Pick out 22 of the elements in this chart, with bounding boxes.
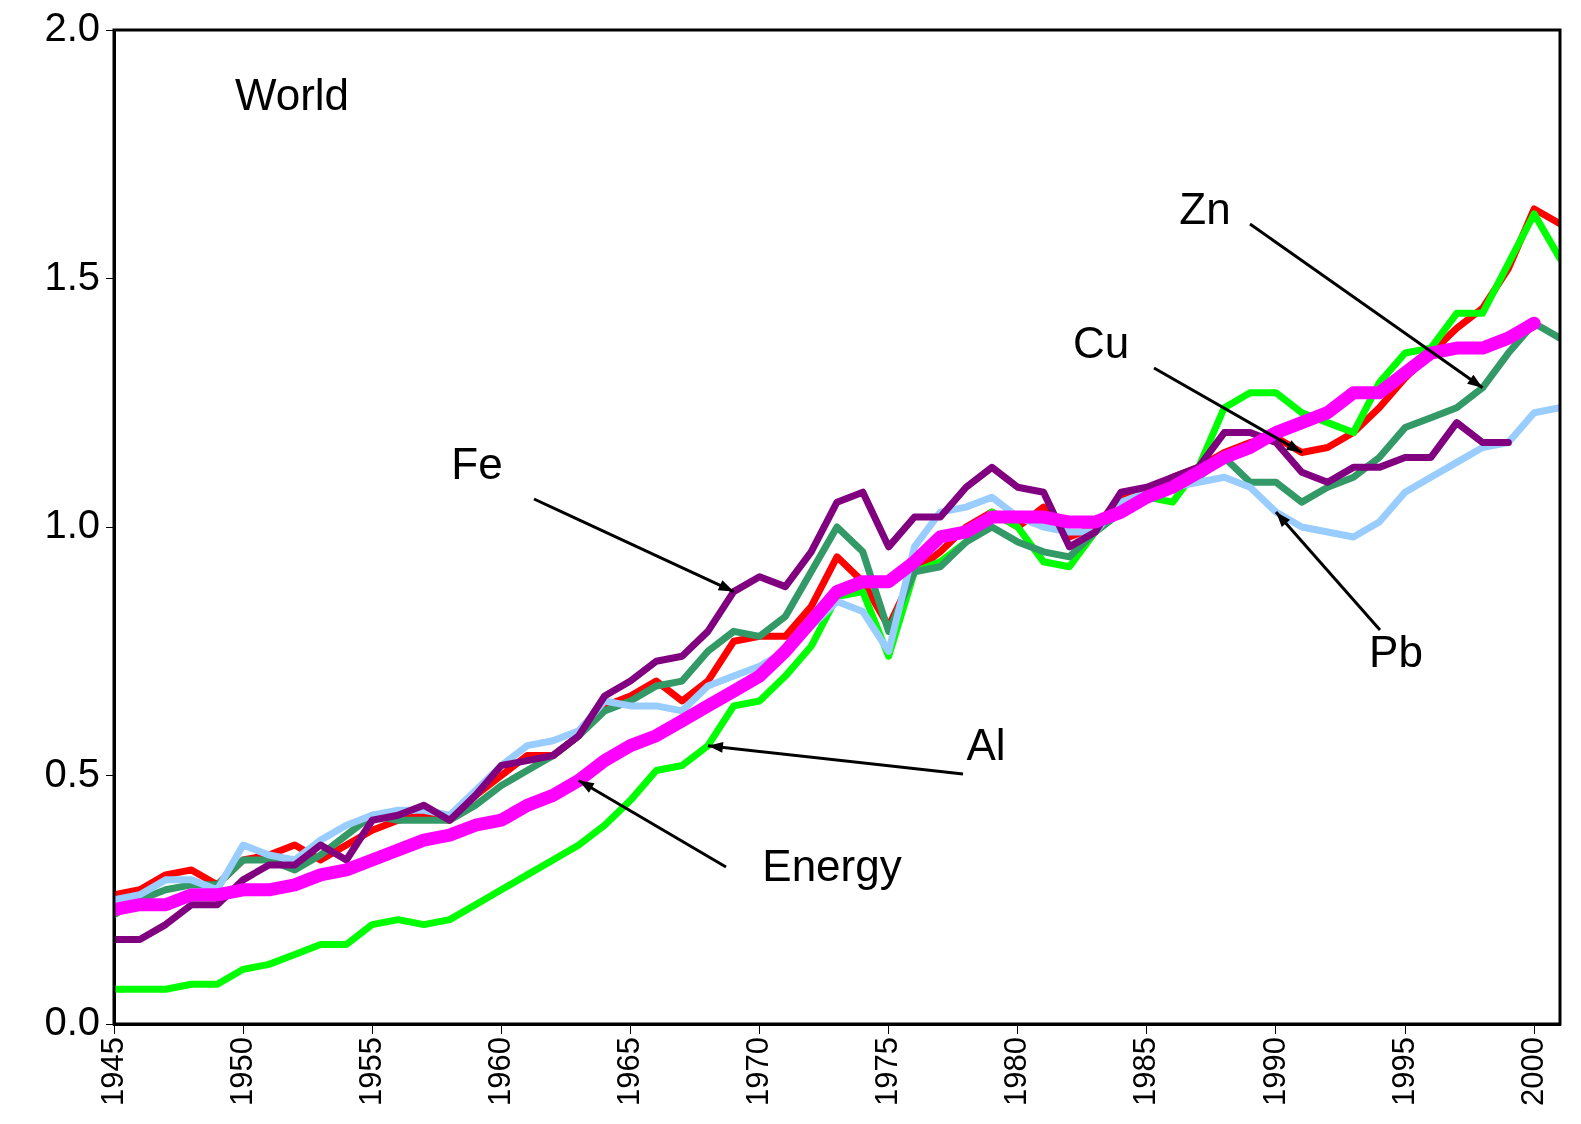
x-tick-label: 1955 [352, 1037, 388, 1106]
x-tick-label: 1990 [1256, 1037, 1292, 1106]
y-tick-label: 0.5 [44, 750, 100, 795]
y-tick-label: 1.5 [44, 253, 100, 298]
x-tick-label: 1960 [481, 1037, 517, 1106]
annotation: Energy [762, 841, 902, 891]
y-tick-label: 2.0 [44, 5, 100, 50]
x-tick-label: 1950 [223, 1037, 259, 1106]
annotation: Zn [1179, 184, 1231, 234]
y-tick-label: 1.0 [44, 502, 100, 547]
x-tick-label: 1965 [610, 1037, 646, 1106]
annotation: Cu [1072, 318, 1130, 368]
annotation: Al [966, 720, 1006, 770]
x-tick-label: 1975 [869, 1037, 905, 1106]
x-tick-label: 1995 [1385, 1037, 1421, 1106]
x-tick-label: 1980 [998, 1037, 1034, 1106]
x-tick-label: 2000 [1514, 1037, 1550, 1106]
text: World [234, 70, 350, 120]
x-tick-label: 1985 [1127, 1037, 1163, 1106]
annotation: Fe [451, 439, 503, 489]
annotation: Pb [1369, 627, 1423, 677]
x-tick-label: 1970 [740, 1037, 776, 1106]
